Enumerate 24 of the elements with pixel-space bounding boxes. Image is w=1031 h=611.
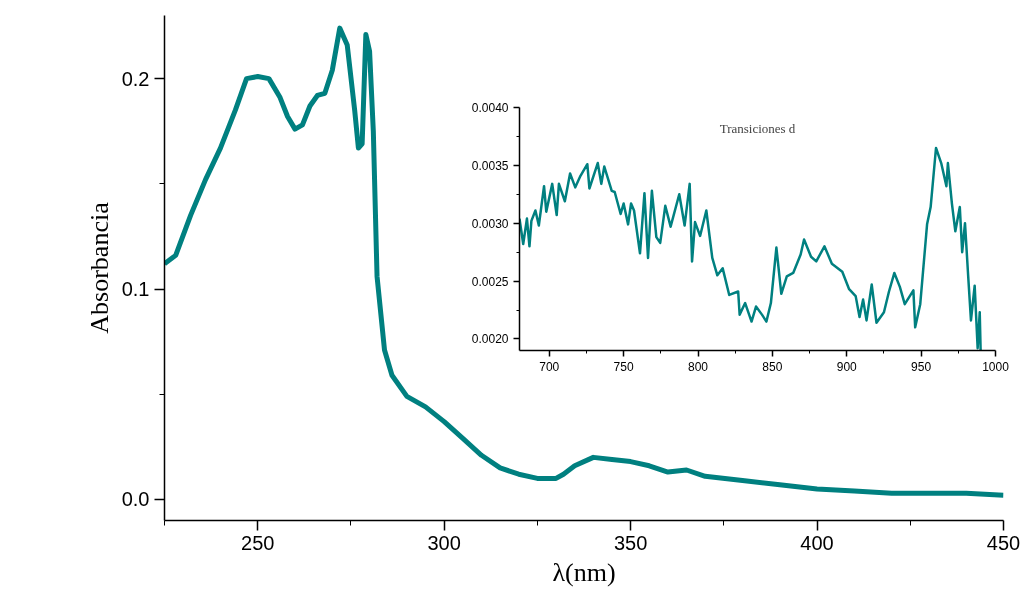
y-tick-label: 0.0030 [471,216,509,231]
x-tick-label: 900 [836,359,858,374]
x-tick-label: 700 [539,359,560,374]
x-tick-label: 250 [241,531,275,554]
x-tick-label: 400 [800,531,834,554]
y-tick-label: 0.0035 [471,158,509,173]
x-tick-label: 750 [613,359,634,374]
y-tick-label: 0.0040 [471,101,509,115]
y-tick-label: 0.0020 [471,332,509,347]
x-tick-label: 350 [613,531,648,554]
x-tick-label: 800 [687,359,709,374]
y-tick-label: 0.0 [121,488,150,511]
line-series [519,146,982,351]
x-axis-title: λ(nm) [552,557,616,587]
x-tick-label: 950 [911,359,932,374]
y-tick-label: 0.0025 [471,274,509,289]
x-tick-label: 450 [986,531,1021,554]
x-tick-label: 1000 [982,359,1010,374]
y-axis-title: Absorbancia [84,201,114,334]
x-tick-label: 850 [762,359,783,374]
y-tick-label: 0.1 [121,278,150,301]
annotation: Transiciones d [719,120,796,136]
x-tick-label: 300 [427,531,461,554]
y-tick-label: 0.2 [121,67,150,90]
